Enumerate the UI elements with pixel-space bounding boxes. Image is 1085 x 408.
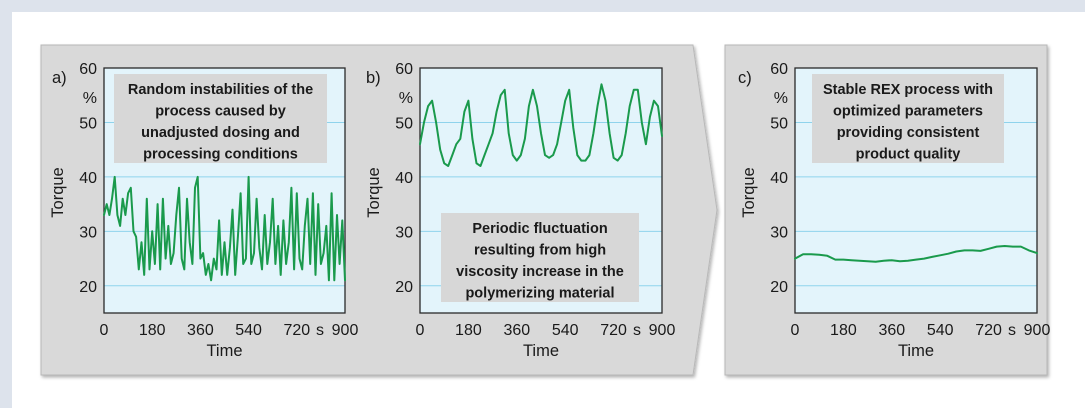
y-axis-title-c: Torque <box>740 167 758 217</box>
annotation-line-a: processing conditions <box>143 147 298 163</box>
annotation-box-a <box>114 74 327 163</box>
x-tick-label-b: 0 <box>416 322 425 339</box>
series-line-c <box>794 245 1038 263</box>
x-tick-label-a: 360 <box>187 322 214 339</box>
x-axis-title-b: Time <box>523 342 559 360</box>
panel-label-a: a) <box>52 69 67 87</box>
y-tick-label-c: 40 <box>770 170 788 187</box>
x-unit-label-a: s <box>316 322 324 339</box>
y-axis-title-a: Torque <box>49 167 67 217</box>
annotation-line-c: product quality <box>856 147 961 163</box>
x-tick-label-c: 900 <box>1024 322 1051 339</box>
x-axis-title-c: Time <box>898 342 934 360</box>
x-tick-label-b: 540 <box>552 322 579 339</box>
x-tick-label-b: 360 <box>503 322 530 339</box>
x-tick-label-c: 180 <box>830 322 857 339</box>
y-tick-label-a: 40 <box>79 170 97 187</box>
x-unit-label-c: s <box>1008 322 1016 339</box>
plot-frame-c <box>794 67 1038 314</box>
annotation-line-b: resulting from high <box>474 243 606 259</box>
x-tick-label-c: 720 <box>975 322 1002 339</box>
plot-frame-b <box>419 67 663 314</box>
y-tick-label-a: 20 <box>79 279 97 296</box>
x-tick-label-c: 0 <box>791 322 800 339</box>
annotation-line-b: Periodic fluctuation <box>472 221 607 237</box>
x-tick-label-a: 720 <box>283 322 310 339</box>
panel-label-c: c) <box>738 69 752 87</box>
x-tick-label-c: 540 <box>927 322 954 339</box>
y-tick-label-a: 60 <box>79 61 97 78</box>
x-unit-label-b: s <box>633 322 641 339</box>
panel-label-b: b) <box>366 69 381 87</box>
x-tick-label-a: 180 <box>139 322 166 339</box>
x-tick-label-c: 360 <box>878 322 905 339</box>
y-tick-label-c: 50 <box>770 115 788 132</box>
y-tick-label-a: 50 <box>79 115 97 132</box>
annotation-line-a: unadjusted dosing and <box>141 125 300 141</box>
x-tick-label-a: 900 <box>332 322 359 339</box>
y-axis-title-b: Torque <box>365 167 383 217</box>
y-unit-label-c: % <box>774 90 788 107</box>
annotation-box-b <box>441 213 639 302</box>
annotation-line-b: viscosity increase in the <box>456 264 624 280</box>
annotation-line-c: providing consistent <box>837 125 980 141</box>
y-tick-label-b: 40 <box>395 170 413 187</box>
y-tick-label-c: 30 <box>770 224 788 241</box>
x-axis-title-a: Time <box>206 342 242 360</box>
chart-a: Random instabilities of the process cause… <box>49 61 358 360</box>
annotation-line-a: process caused by <box>155 104 286 120</box>
y-tick-label-b: 30 <box>395 224 413 241</box>
x-tick-label-b: 180 <box>455 322 482 339</box>
y-tick-label-c: 20 <box>770 279 788 296</box>
x-tick-label-b: 900 <box>649 322 676 339</box>
y-unit-label-b: % <box>399 90 413 107</box>
y-tick-label-b: 50 <box>395 115 413 132</box>
y-tick-label-b: 60 <box>395 61 413 78</box>
x-tick-label-a: 540 <box>235 322 262 339</box>
x-tick-label-b: 720 <box>600 322 627 339</box>
series-line-a <box>103 175 346 282</box>
x-tick-label-a: 0 <box>100 322 109 339</box>
plot-frame-a <box>103 67 346 314</box>
chart-b: Periodic fluctuation resulting from high v… <box>365 61 675 360</box>
annotation-line-c: optimized parameters <box>833 104 983 120</box>
y-tick-label-c: 60 <box>770 61 788 78</box>
y-unit-label-a: % <box>83 90 97 107</box>
y-tick-label-a: 30 <box>79 224 97 241</box>
annotation-line-a: Random instabilities of the <box>128 82 313 98</box>
annotation-box-c <box>812 74 1004 163</box>
annotation-line-b: polymerizing material <box>465 286 614 302</box>
chart-c: Stable REX process with optimized paramet… <box>738 61 1050 360</box>
series-line-b <box>419 83 663 167</box>
y-tick-label-b: 20 <box>395 279 413 296</box>
annotation-line-c: Stable REX process with <box>823 82 993 98</box>
